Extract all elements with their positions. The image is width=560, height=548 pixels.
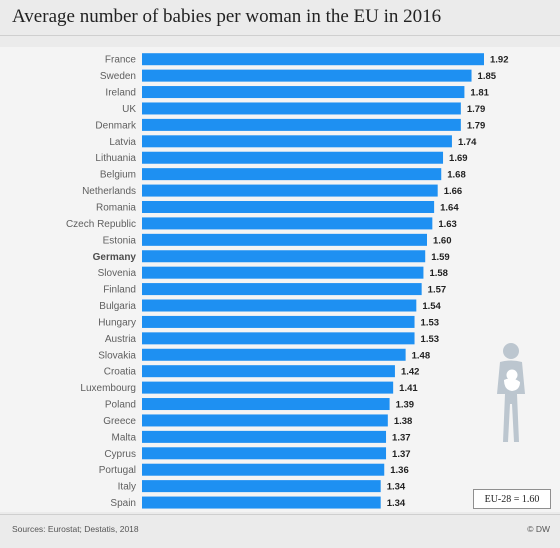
category-label: Cyprus [104, 449, 136, 460]
bar [142, 332, 415, 345]
category-label: Netherlands [82, 186, 136, 197]
value-label: 1.69 [449, 153, 468, 164]
value-label: 1.58 [429, 268, 448, 279]
bar [142, 102, 461, 115]
value-label: 1.81 [470, 88, 489, 99]
bar [142, 398, 390, 411]
category-label: Belgium [100, 170, 136, 181]
value-label: 1.37 [392, 449, 411, 460]
category-label: Austria [105, 334, 137, 345]
value-label: 1.57 [428, 285, 447, 296]
bar [142, 480, 381, 493]
category-label: Germany [93, 252, 137, 263]
value-label: 1.79 [467, 104, 486, 115]
value-label: 1.38 [394, 416, 413, 427]
value-label: 1.34 [387, 498, 406, 509]
credit-note: © DW [527, 524, 550, 534]
bar [142, 266, 424, 279]
value-label: 1.53 [421, 317, 440, 328]
bar [142, 200, 435, 213]
footer-divider [0, 514, 560, 515]
bar [142, 250, 426, 263]
value-label: 1.54 [422, 301, 441, 312]
value-label: 1.39 [396, 400, 415, 411]
value-label: 1.60 [433, 235, 452, 246]
category-label: Bulgaria [99, 301, 136, 312]
title-divider [0, 35, 560, 36]
category-label: Italy [118, 482, 136, 493]
bar [142, 348, 406, 361]
category-label: Czech Republic [66, 219, 136, 230]
category-label: Hungary [98, 317, 136, 328]
mother-with-baby-icon [497, 343, 525, 442]
value-label: 1.41 [399, 383, 418, 394]
value-label: 1.34 [387, 482, 406, 493]
bar [142, 299, 417, 312]
bar [142, 233, 427, 246]
category-label: Luxembourg [80, 383, 136, 394]
value-label: 1.59 [431, 252, 450, 263]
bar [142, 315, 415, 328]
value-label: 1.74 [458, 137, 477, 148]
source-note: Sources: Eurostat; Destatis, 2018 [12, 524, 139, 534]
value-label: 1.42 [401, 367, 420, 378]
category-label: Romania [96, 202, 136, 213]
category-label: Finland [103, 285, 136, 296]
eu-average-box: EU-28 = 1.60 [473, 489, 551, 509]
bar [142, 118, 461, 131]
bar [142, 86, 465, 99]
value-label: 1.53 [421, 334, 440, 345]
category-label: Slovakia [98, 350, 136, 361]
category-label: Poland [105, 400, 136, 411]
value-label: 1.68 [447, 170, 466, 181]
category-label: Ireland [105, 88, 136, 99]
bar-chart: France 1.92 Sweden 1.85 Ireland 1.81 UK 1.79 Den… [66, 53, 509, 509]
category-label: Denmark [95, 120, 137, 131]
bar [142, 69, 472, 82]
bar [142, 168, 442, 181]
category-label: Croatia [104, 367, 137, 378]
category-label: France [105, 55, 137, 66]
value-label: 1.63 [438, 219, 457, 230]
category-label: Estonia [103, 235, 137, 246]
bar [142, 184, 438, 197]
category-label: Slovenia [98, 268, 137, 279]
category-label: Greece [103, 416, 136, 427]
bar [142, 414, 388, 427]
category-label: UK [122, 104, 136, 115]
bar [142, 381, 394, 394]
bar [142, 430, 387, 443]
value-label: 1.85 [478, 71, 497, 82]
category-label: Sweden [100, 71, 136, 82]
bar [142, 463, 385, 476]
category-label: Spain [110, 498, 136, 509]
bar [142, 447, 387, 460]
plot-area: France 1.92 Sweden 1.85 Ireland 1.81 UK 1.79 Den… [0, 47, 560, 512]
bar [142, 135, 452, 148]
bar [142, 496, 381, 509]
value-label: 1.37 [392, 432, 411, 443]
bar [142, 151, 444, 164]
category-label: Lithuania [95, 153, 136, 164]
value-label: 1.48 [412, 350, 431, 361]
category-label: Latvia [109, 137, 136, 148]
bar [142, 283, 422, 296]
bar [142, 365, 395, 378]
category-label: Portugal [99, 465, 136, 476]
chart-title: Average number of babies per woman in th… [12, 6, 442, 27]
bar [142, 217, 433, 230]
value-label: 1.36 [390, 465, 409, 476]
value-label: 1.92 [490, 55, 509, 66]
value-label: 1.66 [444, 186, 463, 197]
value-label: 1.79 [467, 120, 486, 131]
value-label: 1.64 [440, 202, 459, 213]
bar [142, 53, 484, 66]
category-label: Malta [112, 432, 137, 443]
